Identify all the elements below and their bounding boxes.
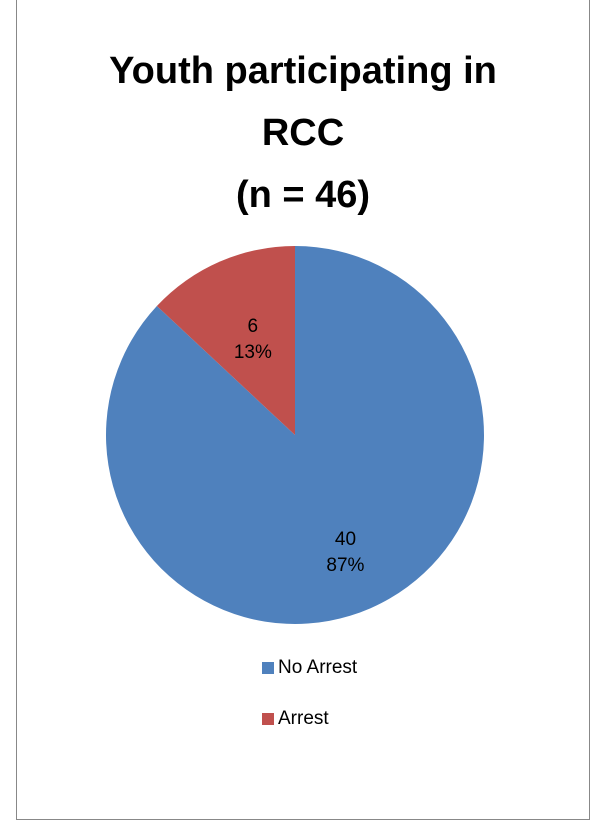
chart-title: Youth participating in RCC (n = 46) [16,40,590,226]
legend-item-arrest: Arrest [262,705,357,733]
legend-label-no-arrest: No Arrest [278,657,358,678]
legend-item-no-arrest: No Arrest [262,654,357,682]
legend-label-arrest: Arrest [278,708,329,729]
chart-title-line-3: (n = 46) [235,174,371,216]
data-label-value-no-arrest: 40 [335,529,356,550]
chart-title-line-1: Youth participating in [109,50,497,92]
legend-swatch-no-arrest [262,662,274,674]
data-label-percent-no-arrest: 87% [326,555,364,576]
pie-slice-no-arrest [106,246,485,624]
pie-slices [106,246,485,624]
data-label-value-arrest: 6 [248,316,259,337]
legend-swatch-arrest [262,713,274,725]
chart-title-line-2: RCC [261,112,345,154]
pie-data-labels: 40 87% 6 13% [234,316,365,576]
pie-slice-arrest [156,246,295,435]
data-label-percent-arrest: 13% [234,342,272,363]
chart-legend: No Arrest Arrest [262,654,357,756]
